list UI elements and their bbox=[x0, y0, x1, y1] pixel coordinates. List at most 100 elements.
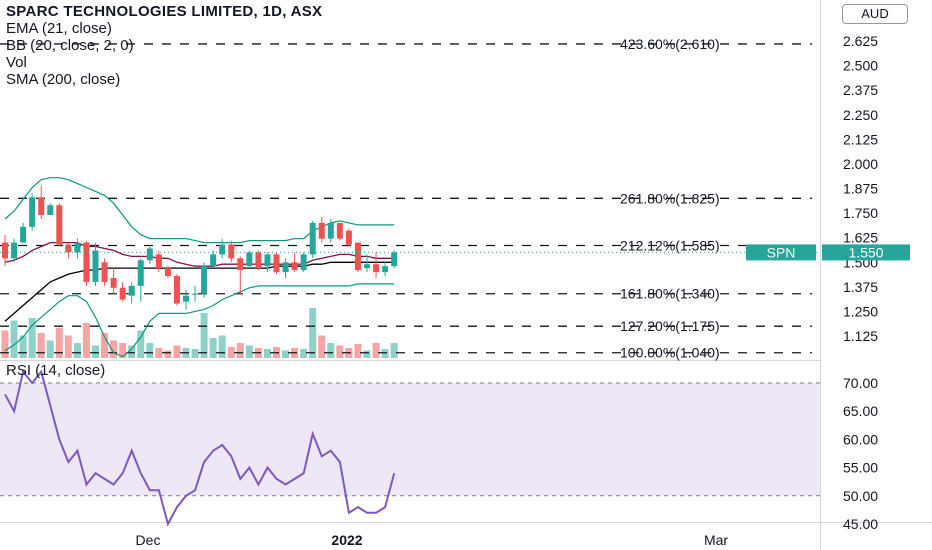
fib-level-label: 212.12%(1.585) bbox=[620, 238, 720, 254]
candle-body bbox=[192, 293, 199, 295]
chart-legend: SPARC TECHNOLOGIES LIMITED, 1D, ASX EMA … bbox=[6, 3, 322, 88]
bollinger-bands bbox=[4, 177, 395, 358]
price-tick-label: 1.250 bbox=[843, 303, 878, 319]
volume-bar bbox=[327, 343, 335, 358]
bb-indicator-label[interactable]: BB (20, close, 2, 0) bbox=[6, 37, 134, 54]
volume-bar bbox=[164, 350, 172, 358]
candle-body bbox=[2, 242, 8, 259]
rsi-axis[interactable]: 70.00 65.00 60.00 55.00 50.00 45.00 bbox=[843, 375, 878, 532]
volume-bar bbox=[28, 318, 36, 358]
symbol-tag: SPN bbox=[746, 244, 816, 261]
candle-body bbox=[255, 252, 262, 269]
candle-body bbox=[273, 254, 280, 273]
vol-indicator-label[interactable]: Vol bbox=[6, 54, 27, 71]
volume-bar bbox=[200, 313, 208, 358]
candle-body bbox=[83, 242, 90, 282]
volume-bar bbox=[155, 348, 163, 358]
candle-body bbox=[164, 268, 171, 277]
volume-bar bbox=[318, 335, 326, 358]
volume-bar bbox=[128, 345, 136, 358]
candle-body bbox=[110, 277, 117, 288]
moving-averages bbox=[4, 241, 395, 322]
volume-bar bbox=[10, 320, 18, 358]
volume-bar bbox=[173, 345, 181, 358]
candle-body bbox=[391, 252, 398, 267]
volume-bar bbox=[209, 338, 217, 358]
price-tick-label: 1.875 bbox=[843, 181, 878, 197]
ema-21-line bbox=[4, 241, 395, 267]
last-price-text: 1.550 bbox=[848, 244, 883, 260]
candle-body bbox=[318, 222, 325, 239]
candle-body bbox=[201, 266, 208, 294]
volume-bar bbox=[372, 343, 380, 358]
candle-body bbox=[183, 295, 189, 302]
bb-upper-line bbox=[4, 177, 395, 244]
volume-bar bbox=[101, 333, 109, 358]
time-axis[interactable]: Dec 2022 Mar bbox=[136, 532, 729, 548]
volume-bar bbox=[64, 335, 72, 358]
candle-body bbox=[237, 258, 244, 271]
price-tick-label: 2.375 bbox=[843, 82, 878, 98]
candle-body bbox=[29, 197, 36, 227]
candle-body bbox=[146, 248, 153, 261]
candle-body bbox=[345, 230, 352, 245]
rsi-tick-label: 55.00 bbox=[843, 460, 878, 476]
candle-body bbox=[74, 242, 81, 253]
fib-level-label: 100.00%(1.040) bbox=[620, 345, 720, 361]
rsi-tick-label: 70.00 bbox=[843, 375, 878, 391]
rsi-line bbox=[4, 369, 396, 527]
candle-body bbox=[336, 222, 343, 239]
candle-body bbox=[282, 262, 289, 273]
price-tick-label: 1.750 bbox=[843, 205, 878, 221]
candle-body bbox=[210, 254, 217, 267]
candle-body bbox=[300, 254, 307, 271]
ema-indicator-label[interactable]: EMA (21, close) bbox=[6, 20, 112, 37]
volume-bar bbox=[37, 333, 45, 358]
price-tick-label: 1.375 bbox=[843, 279, 878, 295]
time-tick-label: Dec bbox=[136, 532, 161, 548]
fib-level-label: 423.60%(2.610) bbox=[620, 36, 720, 52]
volume-bar bbox=[309, 308, 317, 358]
candle-body bbox=[56, 205, 63, 245]
fibonacci-levels: 423.60%(2.610) 261.80%(1.825) 212.12%(1.58… bbox=[0, 36, 812, 361]
volume-bar bbox=[46, 340, 54, 358]
rsi-tick-label: 65.00 bbox=[843, 403, 878, 419]
candle-body bbox=[47, 205, 54, 216]
volume-bar bbox=[336, 345, 344, 358]
volume-bar bbox=[363, 350, 371, 358]
candle-body bbox=[11, 242, 18, 259]
volume-bar bbox=[300, 349, 308, 358]
candle-body bbox=[309, 222, 316, 255]
volume-bar bbox=[55, 328, 63, 358]
price-axis[interactable]: 2.625 2.500 2.375 2.250 2.125 2.000 1.875 1.750… bbox=[843, 33, 878, 344]
volume-bar bbox=[146, 343, 154, 358]
rsi-tick-label: 50.00 bbox=[843, 488, 878, 504]
volume-bar bbox=[263, 349, 271, 358]
chart-title[interactable]: SPARC TECHNOLOGIES LIMITED, 1D, ASX bbox=[6, 3, 323, 20]
time-tick-label: 2022 bbox=[331, 532, 362, 548]
candle-body bbox=[38, 197, 45, 216]
rsi-tick-label: 60.00 bbox=[843, 431, 878, 447]
volume-bar bbox=[82, 323, 90, 358]
candle-body bbox=[65, 244, 72, 253]
candle-body bbox=[155, 254, 162, 269]
currency-button[interactable]: AUD bbox=[842, 4, 908, 24]
volume-bar bbox=[236, 343, 244, 358]
sma-200-line bbox=[4, 261, 395, 322]
volume-bar bbox=[1, 330, 9, 358]
price-tick-label: 2.125 bbox=[843, 131, 878, 147]
last-price-tag: 1.550 bbox=[822, 244, 910, 261]
candle-body bbox=[373, 264, 380, 273]
fib-level-label: 261.80%(1.825) bbox=[620, 190, 720, 206]
volume-bar bbox=[73, 343, 81, 358]
rsi-band bbox=[0, 382, 820, 497]
price-tick-label: 1.125 bbox=[843, 328, 878, 344]
candle-body bbox=[92, 250, 99, 282]
sma-indicator-label[interactable]: SMA (200, close) bbox=[6, 71, 121, 88]
candle-body bbox=[327, 222, 334, 239]
time-tick-label: Mar bbox=[704, 532, 728, 548]
volume-bars bbox=[1, 308, 398, 358]
candle-body bbox=[137, 260, 144, 286]
rsi-indicator-label[interactable]: RSI (14, close) bbox=[6, 362, 106, 379]
